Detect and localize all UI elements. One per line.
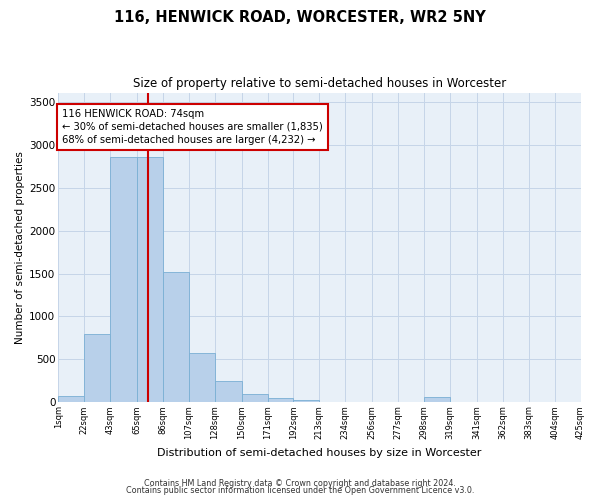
Y-axis label: Number of semi-detached properties: Number of semi-detached properties (15, 152, 25, 344)
Bar (163, 272, 189, 402)
Bar (84, 334, 110, 402)
Text: 116, HENWICK ROAD, WORCESTER, WR2 5NY: 116, HENWICK ROAD, WORCESTER, WR2 5NY (114, 10, 486, 25)
Bar (137, 158, 163, 402)
Bar (215, 381, 242, 402)
Text: Contains HM Land Registry data © Crown copyright and database right 2024.: Contains HM Land Registry data © Crown c… (144, 478, 456, 488)
X-axis label: Distribution of semi-detached houses by size in Worcester: Distribution of semi-detached houses by … (157, 448, 482, 458)
Bar (293, 400, 319, 402)
Text: Contains public sector information licensed under the Open Government Licence v3: Contains public sector information licen… (126, 486, 474, 495)
Title: Size of property relative to semi-detached houses in Worcester: Size of property relative to semi-detach… (133, 78, 506, 90)
Bar (189, 352, 215, 403)
Bar (424, 397, 450, 402)
Bar (268, 398, 293, 402)
Bar (58, 396, 84, 402)
Text: 116 HENWICK ROAD: 74sqm
← 30% of semi-detached houses are smaller (1,835)
68% of: 116 HENWICK ROAD: 74sqm ← 30% of semi-de… (62, 108, 323, 145)
Bar (110, 158, 137, 402)
Bar (242, 394, 268, 402)
